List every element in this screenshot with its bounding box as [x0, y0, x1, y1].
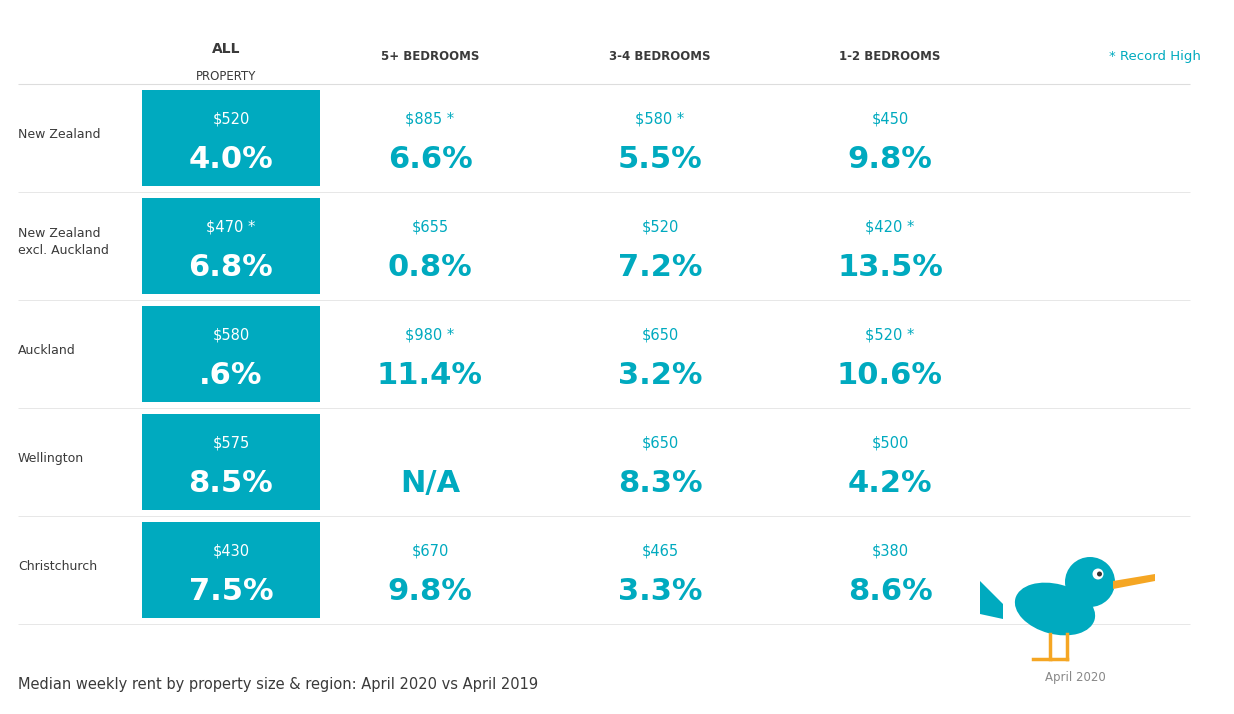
Text: 9.8%: 9.8% — [387, 577, 473, 605]
Text: $575: $575 — [212, 436, 249, 451]
Text: $655: $655 — [411, 219, 449, 234]
Text: 8.3%: 8.3% — [618, 468, 702, 498]
Text: $580 *: $580 * — [636, 111, 685, 126]
Text: 5+ BEDROOMS: 5+ BEDROOMS — [381, 50, 479, 63]
Polygon shape — [980, 581, 1003, 619]
Text: New Zealand
excl. Auckland: New Zealand excl. Auckland — [19, 227, 109, 257]
FancyBboxPatch shape — [142, 90, 320, 186]
Circle shape — [1092, 568, 1103, 580]
Text: $650: $650 — [642, 436, 679, 451]
Text: 6.8%: 6.8% — [189, 253, 274, 281]
Text: 13.5%: 13.5% — [837, 253, 943, 281]
Text: 0.8%: 0.8% — [387, 253, 473, 281]
Text: $450: $450 — [871, 111, 908, 126]
Text: Median weekly rent by property size & region: April 2020 vs April 2019: Median weekly rent by property size & re… — [19, 676, 538, 691]
Text: Christchurch: Christchurch — [19, 560, 97, 573]
Text: 8.6%: 8.6% — [848, 577, 933, 605]
Circle shape — [1065, 557, 1116, 607]
Text: Auckland: Auckland — [19, 343, 75, 356]
Polygon shape — [1113, 574, 1155, 589]
Ellipse shape — [1014, 583, 1095, 635]
Text: 3.2%: 3.2% — [618, 361, 702, 390]
Text: $470 *: $470 * — [206, 219, 255, 234]
Text: 9.8%: 9.8% — [848, 145, 933, 174]
Text: $670: $670 — [411, 543, 449, 558]
Text: 4.0%: 4.0% — [189, 145, 274, 174]
Text: 3-4 BEDROOMS: 3-4 BEDROOMS — [610, 50, 711, 63]
Text: 7.2%: 7.2% — [618, 253, 702, 281]
Text: * Record High: * Record High — [1109, 50, 1201, 63]
Text: New Zealand: New Zealand — [19, 128, 100, 141]
Text: $380: $380 — [871, 543, 908, 558]
FancyBboxPatch shape — [142, 414, 320, 510]
Text: Wellington: Wellington — [19, 451, 84, 465]
Text: 8.5%: 8.5% — [189, 468, 274, 498]
Text: 5.5%: 5.5% — [618, 145, 702, 174]
Text: $580: $580 — [212, 327, 249, 342]
Text: 3.3%: 3.3% — [618, 577, 702, 605]
Text: $465: $465 — [642, 543, 679, 558]
FancyBboxPatch shape — [142, 198, 320, 294]
Text: N/A: N/A — [400, 468, 460, 498]
Text: $650: $650 — [642, 327, 679, 342]
Text: 7.5%: 7.5% — [189, 577, 273, 605]
Text: PROPERTY: PROPERTY — [196, 70, 257, 83]
Text: 1-2 BEDROOMS: 1-2 BEDROOMS — [839, 50, 940, 63]
Text: 6.6%: 6.6% — [387, 145, 473, 174]
Text: $430: $430 — [212, 543, 249, 558]
Text: 4.2%: 4.2% — [848, 468, 933, 498]
Circle shape — [1097, 571, 1102, 576]
Text: $980 *: $980 * — [406, 327, 454, 342]
Text: $520: $520 — [212, 111, 249, 126]
Text: ALL: ALL — [212, 42, 241, 56]
Text: 11.4%: 11.4% — [378, 361, 482, 390]
FancyBboxPatch shape — [142, 522, 320, 618]
Text: $520: $520 — [642, 219, 679, 234]
Text: 10.6%: 10.6% — [837, 361, 943, 390]
Text: $420 *: $420 * — [865, 219, 914, 234]
Text: $885 *: $885 * — [406, 111, 454, 126]
Text: .6%: .6% — [199, 361, 263, 390]
Text: April 2020: April 2020 — [1045, 670, 1106, 683]
Text: $500: $500 — [871, 436, 908, 451]
FancyBboxPatch shape — [142, 306, 320, 402]
Text: $520 *: $520 * — [865, 327, 914, 342]
